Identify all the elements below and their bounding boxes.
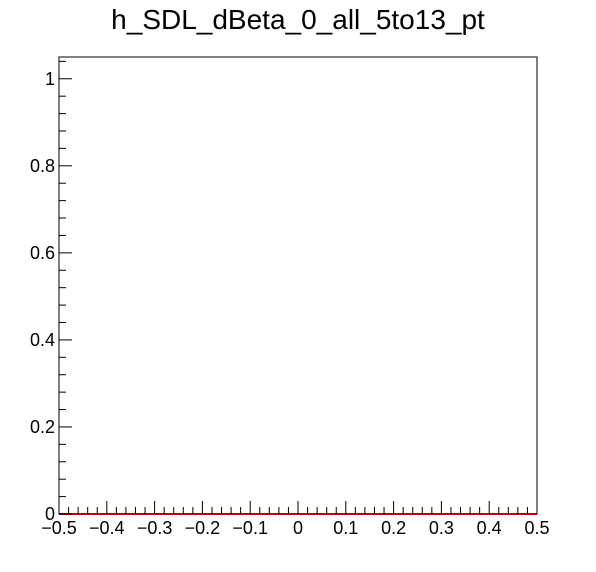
x-tick-label: −0.1 (232, 518, 268, 538)
x-tick-label: −0.3 (137, 518, 173, 538)
chart-title: h_SDL_dBeta_0_all_5to13_pt (111, 4, 485, 35)
x-tick-label: −0.2 (185, 518, 221, 538)
y-tick-label: 0 (45, 504, 55, 524)
y-tick-label: 0.4 (30, 330, 55, 350)
x-tick-label: 0.2 (381, 518, 406, 538)
plot-frame (58, 56, 538, 515)
x-tick-label: 0.3 (429, 518, 454, 538)
x-tick-label: 0.4 (477, 518, 502, 538)
y-tick-label: 1 (45, 69, 55, 89)
y-tick-label: 0.8 (30, 156, 55, 176)
x-tick-label: −0.4 (89, 518, 125, 538)
x-tick-label: −0.5 (41, 518, 77, 538)
x-tick-label: 0 (293, 518, 303, 538)
y-tick-label: 0.2 (30, 417, 55, 437)
y-tick-label: 0.6 (30, 243, 55, 263)
x-tick-label: 0.1 (333, 518, 358, 538)
x-tick-label: 0.5 (524, 518, 549, 538)
